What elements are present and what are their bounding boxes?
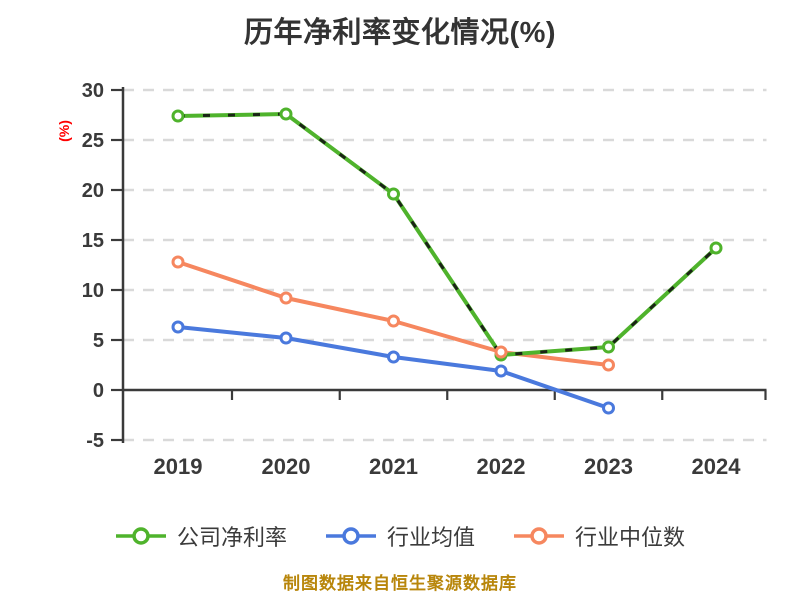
- y-tick-label: 10: [82, 280, 104, 302]
- industry-median-data-point: [171, 255, 185, 269]
- industry-median-line-marker-icon: [514, 527, 564, 545]
- data-source-caption: 制图数据来自恒生聚源数据库: [283, 574, 517, 593]
- legend: 公司净利率 行业均值 行业中位数: [0, 520, 800, 552]
- x-tick-label: 2020: [262, 454, 311, 479]
- x-tick-label: 2024: [692, 454, 742, 479]
- legend-item-company-net-margin: 公司净利率: [115, 520, 287, 552]
- industry-average-data-point: [494, 364, 508, 378]
- x-tick-label: 2022: [477, 454, 526, 479]
- company-net-margin-data-point: [279, 107, 293, 121]
- legend-label-company-net-margin: 公司净利率: [176, 525, 287, 550]
- industry-average-data-point: [171, 320, 185, 334]
- industry-average-data-point: [279, 331, 293, 345]
- industry-median-data-point: [387, 314, 400, 328]
- y-tick-label: 30: [82, 80, 104, 102]
- legend-item-industry-median: 行业中位数: [513, 520, 685, 552]
- company-net-margin-data-point: [387, 187, 400, 201]
- y-tick-label: 20: [82, 180, 104, 202]
- legend-label-industry-median: 行业中位数: [575, 525, 686, 550]
- x-tick-label: 2019: [154, 454, 203, 479]
- y-tick-label: 25: [82, 130, 104, 152]
- industry-average-line-marker-icon: [325, 527, 376, 545]
- company-net-margin-data-point: [171, 109, 185, 123]
- y-tick-label: 5: [93, 330, 104, 352]
- industry-average-data-point: [387, 350, 400, 364]
- x-tick-label: 2023: [584, 454, 633, 479]
- y-tick-label: -5: [86, 430, 104, 452]
- company-net-margin-line: [176, 112, 718, 357]
- company-net-margin-data-point: [602, 340, 615, 354]
- company-line-dash-overlay: [177, 112, 718, 357]
- industry-median-line: [176, 260, 611, 367]
- industry-average-data-point: [602, 401, 615, 415]
- legend-label-industry-average: 行业均值: [386, 525, 475, 550]
- industry-median-data-point: [494, 345, 508, 359]
- company-net-margin-data-point: [709, 241, 723, 255]
- legend-item-industry-average: 行业均值: [325, 520, 475, 552]
- industry-median-data-point: [602, 358, 615, 372]
- industry-median-data-point: [279, 291, 293, 305]
- y-tick-label: 15: [82, 230, 104, 252]
- company-line-marker-icon: [115, 527, 166, 545]
- chart-title: 历年净利率变化情况(%): [243, 17, 557, 49]
- y-tick-label: 0: [93, 380, 104, 402]
- x-tick-label: 2021: [369, 454, 418, 479]
